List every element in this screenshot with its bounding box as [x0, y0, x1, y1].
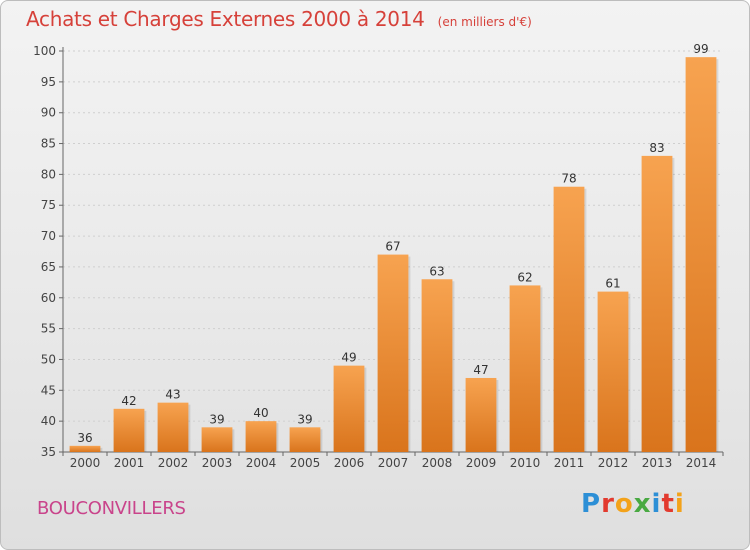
y-tick-label: 70	[41, 229, 56, 243]
data-label: 78	[561, 172, 576, 186]
data-label: 67	[385, 240, 400, 254]
proxiti-logo[interactable]: Proxiti	[581, 489, 685, 519]
y-tick-label: 65	[41, 260, 56, 274]
data-label: 99	[693, 42, 708, 56]
x-tick-label: 2010	[510, 456, 541, 470]
bar	[113, 408, 145, 452]
logo-letter: P	[581, 489, 602, 519]
bar	[289, 427, 321, 452]
bar	[377, 254, 409, 452]
bar	[553, 186, 585, 452]
data-label: 47	[473, 363, 488, 377]
x-tick-label: 2003	[202, 456, 233, 470]
x-tick-label: 2007	[378, 456, 409, 470]
title-row: Achats et Charges Externes 2000 à 2014 (…	[26, 7, 532, 31]
bar	[333, 365, 365, 452]
x-tick-label: 2005	[290, 456, 321, 470]
x-tick-label: 2011	[554, 456, 585, 470]
logo-letter: x	[633, 489, 652, 519]
data-label: 49	[341, 351, 356, 365]
bar	[597, 291, 629, 452]
data-label: 83	[649, 141, 664, 155]
y-tick-label: 55	[41, 322, 56, 336]
bar	[157, 402, 189, 452]
x-tick-label: 2008	[422, 456, 453, 470]
bar	[509, 285, 541, 452]
y-tick-label: 45	[41, 383, 56, 397]
bar	[201, 427, 233, 452]
place-name: BOUCONVILLERS	[37, 498, 186, 519]
x-tick-label: 2006	[334, 456, 365, 470]
y-tick-label: 95	[41, 75, 56, 89]
data-label: 39	[209, 412, 224, 426]
logo-letter: r	[601, 489, 615, 519]
logo-letter: i	[651, 489, 662, 519]
bar	[69, 445, 101, 452]
y-tick-label: 40	[41, 414, 56, 428]
y-tick-label: 50	[41, 352, 56, 366]
y-tick-label: 90	[41, 106, 56, 120]
y-tick-label: 85	[41, 137, 56, 151]
logo-letter: o	[614, 489, 634, 519]
y-tick-label: 100	[33, 44, 56, 58]
x-tick-label: 2014	[686, 456, 717, 470]
data-label: 61	[605, 277, 620, 291]
x-tick-label: 2004	[246, 456, 277, 470]
y-tick-label: 35	[41, 445, 56, 459]
chart-subtitle: (en milliers d'€)	[437, 15, 532, 29]
x-tick-label: 2009	[466, 456, 497, 470]
data-label: 36	[77, 431, 92, 445]
data-label: 63	[429, 264, 444, 278]
bar	[421, 279, 453, 452]
chart-title: Achats et Charges Externes 2000 à 2014	[26, 7, 425, 31]
x-tick-label: 2001	[114, 456, 145, 470]
data-label: 42	[121, 394, 136, 408]
logo-letter: t	[661, 489, 675, 519]
logo-letter: i	[674, 489, 685, 519]
x-tick-label: 2012	[598, 456, 629, 470]
bar	[685, 57, 717, 453]
bar	[245, 421, 277, 452]
data-label: 39	[297, 412, 312, 426]
x-tick-label: 2000	[70, 456, 101, 470]
y-tick-label: 80	[41, 167, 56, 181]
bar	[641, 155, 673, 452]
bar	[465, 377, 497, 452]
data-label: 62	[517, 270, 532, 284]
x-tick-label: 2013	[642, 456, 673, 470]
y-tick-label: 60	[41, 291, 56, 305]
data-label: 40	[253, 406, 268, 420]
y-tick-label: 75	[41, 198, 56, 212]
data-label: 43	[165, 388, 180, 402]
x-tick-label: 2002	[158, 456, 189, 470]
